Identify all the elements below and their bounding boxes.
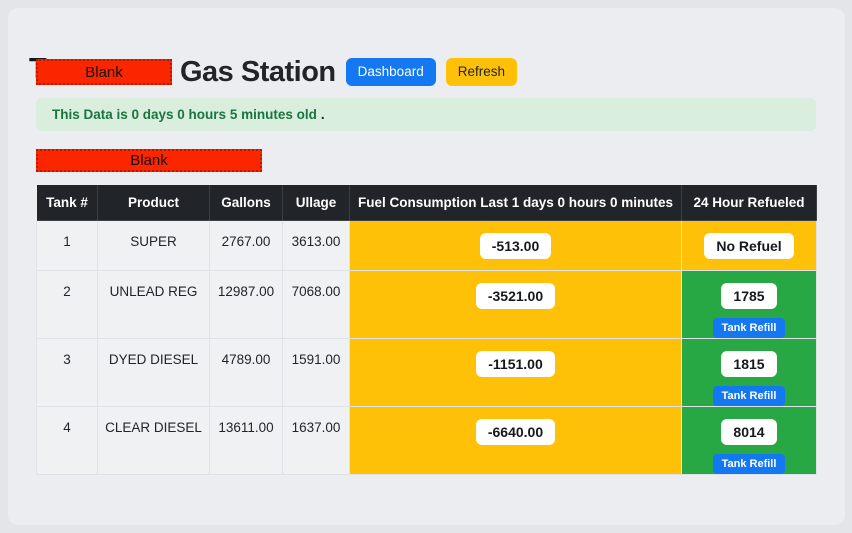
redaction-label: Blank bbox=[130, 152, 168, 169]
tank-cell: 1 bbox=[36, 220, 98, 271]
consumption-cell: -513.00 bbox=[349, 220, 682, 271]
product-cell: DYED DIESEL bbox=[97, 338, 210, 407]
refresh-button[interactable]: Refresh bbox=[445, 58, 517, 86]
data-age-message: This Data is 0 days 0 hours 5 minutes ol… bbox=[52, 107, 317, 122]
gallons-cell: 2767.00 bbox=[209, 220, 283, 271]
col-header-refueled: 24 Hour Refueled bbox=[681, 184, 817, 221]
ullage-cell: 1637.00 bbox=[282, 406, 350, 475]
refueled-badge: 1815 bbox=[721, 351, 777, 377]
tank-refill-button[interactable]: Tank Refill bbox=[712, 454, 786, 474]
dashboard-button[interactable]: Dashboard bbox=[345, 58, 436, 86]
gallons-cell: 12987.00 bbox=[209, 270, 283, 339]
page-title: Gas Station bbox=[180, 55, 336, 88]
consumption-badge: -6640.00 bbox=[475, 419, 556, 445]
tank-refill-button[interactable]: Tank Refill bbox=[712, 318, 786, 338]
col-header-ullage: Ullage bbox=[282, 184, 350, 221]
gallons-cell: 13611.00 bbox=[209, 406, 283, 475]
table-row: 3 DYED DIESEL 4789.00 1591.00 -1151.00 1… bbox=[36, 338, 817, 407]
page-content: T Blank Gas Station Dashboard Refresh Th… bbox=[8, 8, 817, 475]
redaction-label: Blank bbox=[85, 63, 123, 81]
table-header-row: Tank # Product Gallons Ullage Fuel Consu… bbox=[36, 184, 817, 221]
tank-cell: 2 bbox=[36, 270, 98, 339]
product-cell: UNLEAD REG bbox=[97, 270, 210, 339]
refueled-badge: 1785 bbox=[721, 283, 777, 309]
redaction-overlay: Blank bbox=[36, 59, 172, 85]
table-row: 2 UNLEAD REG 12987.00 7068.00 -3521.00 1… bbox=[36, 270, 817, 339]
consumption-badge: -1151.00 bbox=[476, 351, 555, 377]
table-row: 4 CLEAR DIESEL 13611.00 1637.00 -6640.00… bbox=[36, 406, 817, 475]
consumption-cell: -6640.00 bbox=[349, 406, 682, 475]
data-age-alert: This Data is 0 days 0 hours 5 minutes ol… bbox=[36, 98, 816, 131]
consumption-cell: -3521.00 bbox=[349, 270, 682, 339]
page-card: T Blank Gas Station Dashboard Refresh Th… bbox=[8, 8, 845, 525]
gallons-cell: 4789.00 bbox=[209, 338, 283, 407]
redacted-station-name: T Blank bbox=[29, 53, 172, 85]
redaction-overlay: Blank bbox=[36, 149, 262, 172]
tank-status-table: Tank # Product Gallons Ullage Fuel Consu… bbox=[36, 184, 817, 475]
refueled-cell: 1815 Tank Refill bbox=[681, 338, 817, 407]
consumption-badge: -3521.00 bbox=[475, 283, 556, 309]
refueled-cell: 8014 Tank Refill bbox=[681, 406, 817, 475]
col-header-gallons: Gallons bbox=[209, 184, 283, 221]
product-cell: SUPER bbox=[97, 220, 210, 271]
tank-refill-button[interactable]: Tank Refill bbox=[712, 386, 786, 406]
refueled-cell: 1785 Tank Refill bbox=[681, 270, 817, 339]
refueled-cell: No Refuel bbox=[681, 220, 817, 271]
tank-cell: 4 bbox=[36, 406, 98, 475]
ullage-cell: 7068.00 bbox=[282, 270, 350, 339]
consumption-badge: -513.00 bbox=[479, 233, 552, 259]
refueled-badge: No Refuel bbox=[704, 233, 794, 259]
col-header-product: Product bbox=[97, 184, 210, 221]
data-age-suffix: . bbox=[320, 107, 325, 122]
ullage-cell: 3613.00 bbox=[282, 220, 350, 271]
page-header: T Blank Gas Station Dashboard Refresh bbox=[29, 53, 816, 90]
product-cell: CLEAR DIESEL bbox=[97, 406, 210, 475]
table-row: 1 SUPER 2767.00 3613.00 -513.00 No Refue… bbox=[36, 220, 817, 271]
tank-cell: 3 bbox=[36, 338, 98, 407]
consumption-cell: -1151.00 bbox=[349, 338, 682, 407]
ullage-cell: 1591.00 bbox=[282, 338, 350, 407]
refueled-badge: 8014 bbox=[721, 419, 777, 445]
col-header-tank: Tank # bbox=[36, 184, 98, 221]
col-header-consumption: Fuel Consumption Last 1 days 0 hours 0 m… bbox=[349, 184, 682, 221]
redacted-subtitle: ) Blank bbox=[36, 149, 263, 172]
